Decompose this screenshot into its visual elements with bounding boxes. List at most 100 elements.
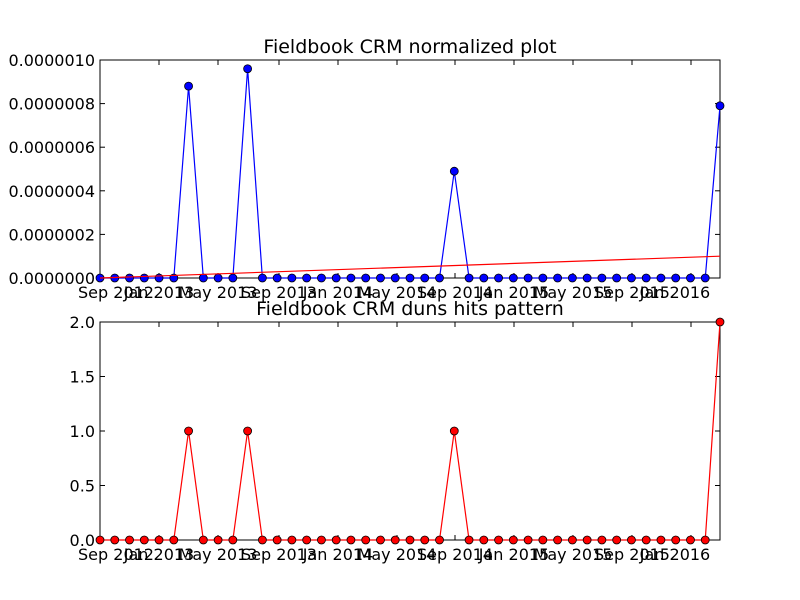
duns-hits-plot-data-point xyxy=(449,426,459,436)
x-tick-label: Jan 2016 xyxy=(639,545,710,564)
normalized-plot-data-point xyxy=(597,273,607,283)
x-tick-label: Sep 2012 xyxy=(78,545,154,564)
x-tick-label: Jan 2014 xyxy=(302,283,373,302)
x-tick-label: Jan 2015 xyxy=(478,545,549,564)
duns-hits-plot-data-point xyxy=(257,535,267,545)
normalized-plot-data-point xyxy=(479,273,489,283)
duns-hits-plot-data-point xyxy=(302,535,312,545)
normalized-plot-data-point xyxy=(464,273,474,283)
x-tick-label: Jan 2013 xyxy=(123,283,194,302)
duns-hits-plot-data-point xyxy=(317,535,326,545)
duns-hits-plot-data-point xyxy=(184,426,193,436)
duns-hits-plot-data-point xyxy=(627,535,636,545)
normalized-plot-data-point xyxy=(139,273,149,283)
normalized-plot-data-point xyxy=(198,273,208,283)
duns-hits-plot-data-point xyxy=(361,535,371,545)
duns-hits-plot-data-point xyxy=(213,535,223,545)
x-tick-label: May 2014 xyxy=(358,283,437,302)
normalized-plot-data-point xyxy=(523,273,533,283)
duns-hits-plot-data-point xyxy=(376,535,385,545)
normalized-plot-data-point xyxy=(435,273,444,283)
normalized-plot-data-point xyxy=(257,273,267,283)
y-tick-label: 0.5 xyxy=(70,477,95,496)
normalized-plot-data-point xyxy=(376,273,385,283)
duns-hits-plot-data-point xyxy=(715,317,725,327)
duns-hits-plot-data-point xyxy=(671,535,681,545)
normalized-plot-data-point xyxy=(686,273,695,283)
normalized-plot-title: Fieldbook CRM normalized plot xyxy=(263,36,556,58)
normalized-plot-data-point xyxy=(553,273,563,283)
y-tick-label: 1.5 xyxy=(70,368,95,387)
x-tick-label: May 2013 xyxy=(179,283,258,302)
normalized-plot-data-point xyxy=(272,273,282,283)
normalized-plot-ticks: 0.0000000 0.0000002 0.0000004 0.0000006 0.00… xyxy=(8,51,720,302)
x-tick-label: Sep 2012 xyxy=(78,283,154,302)
x-tick-label: Jan 2014 xyxy=(302,545,373,564)
normalized-plot-data-point xyxy=(184,81,193,91)
duns-hits-plot-data-point xyxy=(686,535,695,545)
normalized-plot-data-point xyxy=(612,273,622,283)
normalized-plot-data-point xyxy=(494,273,503,283)
normalized-plot-data-point xyxy=(641,273,651,283)
y-tick-label: 0.0000004 xyxy=(8,182,95,201)
normalized-plot-data-point xyxy=(243,64,253,74)
normalized-plot-marks xyxy=(95,64,725,283)
normalized-plot-data-point xyxy=(508,273,518,283)
normalized-plot-data-point xyxy=(317,273,326,283)
duns-hits-plot-data-point xyxy=(508,535,518,545)
x-tick-label: Sep 2014 xyxy=(417,545,493,564)
duns-hits-plot-data-point xyxy=(435,535,444,545)
normalized-plot-axes xyxy=(99,59,721,279)
x-tick-label: May 2013 xyxy=(179,545,258,564)
duns-hits-plot-data-point xyxy=(700,535,710,545)
y-tick-label: 0.0000002 xyxy=(8,225,95,244)
duns-hits-plot-data-point xyxy=(523,535,533,545)
duns-hits-plot-data-point xyxy=(597,535,607,545)
normalized-plot-data-point xyxy=(656,273,666,283)
duns-hits-plot-data-point xyxy=(198,535,208,545)
normalized-plot-data-point xyxy=(627,273,636,283)
duns-hits-plot-data-point xyxy=(612,535,622,545)
duns-hits-plot-data-point xyxy=(154,535,164,545)
normalized-plot-data-point xyxy=(154,273,164,283)
x-tick-label: Sep 2014 xyxy=(417,283,493,302)
duns-hits-plot-data-point xyxy=(346,535,356,545)
normalized-plot-data-point xyxy=(567,273,577,283)
duns-hits-plot: Fieldbook CRM duns hits pattern 0.0 0.5 1.… xyxy=(70,298,725,564)
normalized-plot-data-point xyxy=(390,273,400,283)
y-tick-label: 2.0 xyxy=(70,313,95,332)
duns-hits-plot-data-point xyxy=(420,535,430,545)
duns-hits-plot-data-point xyxy=(494,535,503,545)
duns-hits-plot-data-point xyxy=(331,535,341,545)
duns-hits-plot-data-point xyxy=(464,535,474,545)
duns-hits-plot-data-point xyxy=(95,535,105,545)
y-tick-label: 0.0000008 xyxy=(8,95,95,114)
x-tick-label: Sep 2015 xyxy=(594,545,670,564)
x-tick-label: May 2015 xyxy=(534,283,613,302)
y-tick-label: 0.0000000 xyxy=(8,269,95,288)
normalized-plot: Fieldbook CRM normalized plot 0.00000000… xyxy=(8,36,725,302)
x-tick-label: Sep 2013 xyxy=(241,283,317,302)
y-tick-label: 0.0000010 xyxy=(8,51,95,70)
x-tick-label: Jan 2015 xyxy=(478,283,549,302)
normalized-plot-data-point xyxy=(331,273,341,283)
normalized-plot-data-point xyxy=(213,273,223,283)
y-tick-label: 1.0 xyxy=(70,422,95,441)
normalized-plot-data-point xyxy=(582,273,592,283)
normalized-plot-data-point xyxy=(405,273,415,283)
normalized-plot-data-point xyxy=(361,273,371,283)
normalized-plot-data-point xyxy=(671,273,681,283)
duns-hits-plot-data-point xyxy=(169,535,179,545)
x-tick-label: May 2015 xyxy=(534,545,613,564)
duns-hits-plot-title: Fieldbook CRM duns hits pattern xyxy=(256,298,564,320)
duns-hits-plot-data-point xyxy=(139,535,149,545)
duns-hits-plot-data-point xyxy=(390,535,400,545)
normalized-plot-series-line xyxy=(99,255,721,279)
normalized-plot-data-point xyxy=(287,273,297,283)
y-tick-label: 0.0000006 xyxy=(8,138,95,157)
x-tick-label: May 2014 xyxy=(358,545,437,564)
normalized-plot-data-point xyxy=(346,273,356,283)
y-tick-label: 0.0 xyxy=(70,531,95,550)
